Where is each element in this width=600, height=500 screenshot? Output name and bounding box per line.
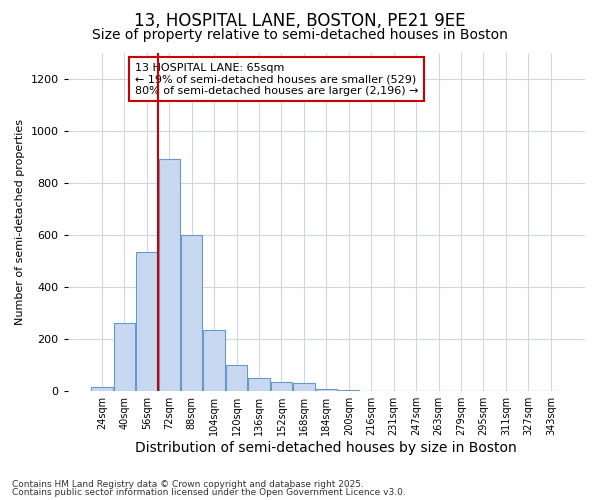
Bar xyxy=(338,390,359,391)
X-axis label: Distribution of semi-detached houses by size in Boston: Distribution of semi-detached houses by … xyxy=(136,441,517,455)
Text: 13, HOSPITAL LANE, BOSTON, PE21 9EE: 13, HOSPITAL LANE, BOSTON, PE21 9EE xyxy=(134,12,466,30)
Text: 13 HOSPITAL LANE: 65sqm
← 19% of semi-detached houses are smaller (529)
80% of s: 13 HOSPITAL LANE: 65sqm ← 19% of semi-de… xyxy=(135,62,418,96)
Bar xyxy=(136,252,157,391)
Bar xyxy=(271,382,292,391)
Y-axis label: Number of semi-detached properties: Number of semi-detached properties xyxy=(15,119,25,325)
Bar xyxy=(248,378,269,391)
Text: Size of property relative to semi-detached houses in Boston: Size of property relative to semi-detach… xyxy=(92,28,508,42)
Text: Contains public sector information licensed under the Open Government Licence v3: Contains public sector information licen… xyxy=(12,488,406,497)
Bar xyxy=(158,160,180,391)
Bar xyxy=(203,330,225,391)
Bar xyxy=(226,365,247,391)
Text: Contains HM Land Registry data © Crown copyright and database right 2025.: Contains HM Land Registry data © Crown c… xyxy=(12,480,364,489)
Bar xyxy=(293,384,314,391)
Bar xyxy=(181,235,202,391)
Bar xyxy=(316,388,337,391)
Bar xyxy=(113,324,135,391)
Bar xyxy=(91,388,113,391)
